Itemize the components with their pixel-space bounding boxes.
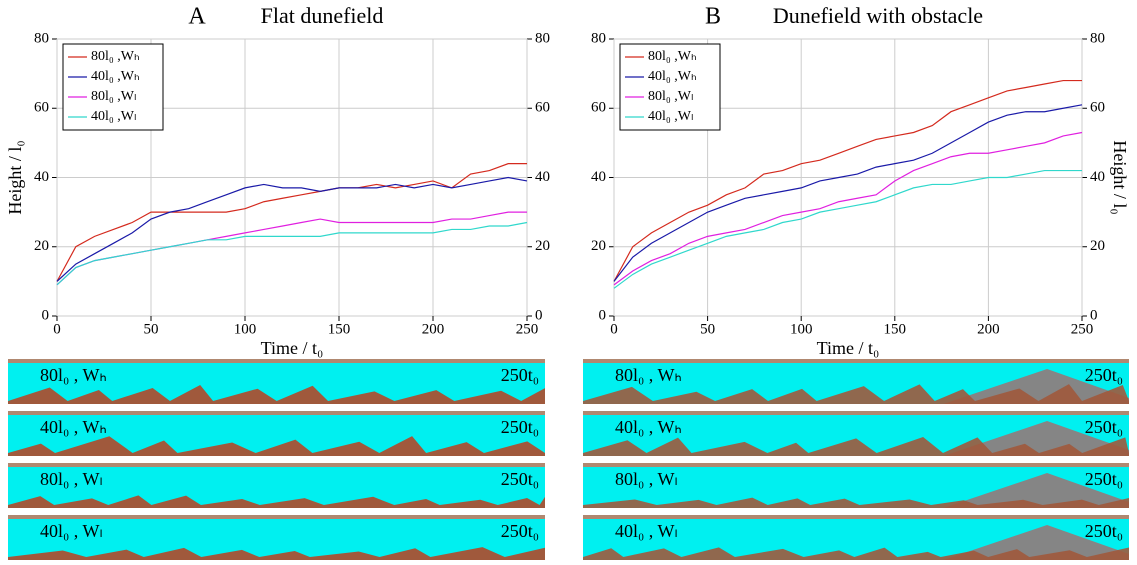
y-tick-label: 0 xyxy=(1090,307,1098,323)
legend-label: 80l₀ ,Wₗ xyxy=(648,89,693,104)
legend-label: 80l₀ ,Wₕ xyxy=(648,49,697,64)
y-tick-label: 60 xyxy=(34,100,49,116)
x-axis-label: Time / t₀ xyxy=(817,338,880,358)
series-line xyxy=(613,169,1082,289)
y-tick-label: 60 xyxy=(591,100,606,116)
legend-label: 40l₀ ,Wₗ xyxy=(648,109,693,124)
series-line xyxy=(613,131,1083,286)
y-tick-label: 40 xyxy=(34,169,49,185)
x-tick-label: 0 xyxy=(610,321,618,337)
dunes xyxy=(583,384,1129,404)
y-tick-label: 80 xyxy=(535,30,550,46)
x-tick-label: 0 xyxy=(53,321,61,337)
x-axis-label: Time / t₀ xyxy=(261,338,324,358)
x-tick-label: 50 xyxy=(700,321,715,337)
x-tick-label: 150 xyxy=(884,321,907,337)
legend-box xyxy=(619,43,721,131)
y-tick-label: 20 xyxy=(34,238,49,254)
x-tick-label: 200 xyxy=(977,321,1000,337)
strip-time: 250t₀ xyxy=(1085,365,1123,385)
x-tick-label: 50 xyxy=(144,321,159,337)
y-tick-label: 60 xyxy=(535,100,550,116)
series-line xyxy=(56,211,527,286)
strip-time: 250t₀ xyxy=(501,417,539,437)
y-tick-label: 40 xyxy=(535,169,550,185)
dunes xyxy=(583,437,1129,456)
series-line xyxy=(613,104,1083,282)
y-tick-label: 20 xyxy=(591,238,606,254)
panel-label: B xyxy=(705,4,721,30)
strip-top xyxy=(583,411,1129,415)
strip-label: 40l₀ , Wₗ xyxy=(615,521,677,541)
y-tick-label: 60 xyxy=(1090,100,1105,116)
x-tick-label: 150 xyxy=(328,321,351,337)
strip-time: 250t₀ xyxy=(1085,521,1123,541)
y-tick-label: 20 xyxy=(535,238,550,254)
y-tick-label: 80 xyxy=(34,30,49,46)
strip-time: 250t₀ xyxy=(501,521,539,541)
legend-label: 80l₀ ,Wₗ xyxy=(91,89,136,104)
x-tick-label: 100 xyxy=(790,321,813,337)
strip-time: 250t₀ xyxy=(501,469,539,489)
strip-time: 250t₀ xyxy=(1085,469,1123,489)
strip-time: 250t₀ xyxy=(501,365,539,385)
strip-time: 250t₀ xyxy=(1085,417,1123,437)
strip-label: 40l₀ , Wₕ xyxy=(40,417,107,437)
y-tick-label: 0 xyxy=(535,307,543,323)
series-line xyxy=(56,221,528,286)
strip-label: 40l₀ , Wₕ xyxy=(615,417,682,437)
x-tick-label: 250 xyxy=(1071,321,1094,337)
legend-label: 40l₀ ,Wₗ xyxy=(91,109,136,124)
series-line xyxy=(56,163,527,282)
strip-top xyxy=(8,515,545,519)
y-tick-label: 40 xyxy=(1090,169,1105,185)
obstacle xyxy=(943,369,1129,404)
legend-label: 80l₀ ,Wₕ xyxy=(91,49,140,64)
series-line xyxy=(56,176,528,282)
x-tick-label: 100 xyxy=(234,321,257,337)
y-tick-label: 0 xyxy=(599,307,607,323)
strip-label: 80l₀ , Wₕ xyxy=(615,365,682,385)
y-axis-label: Height / l₀ xyxy=(5,140,25,214)
obstacle xyxy=(943,525,1129,560)
legend-label: 40l₀ ,Wₕ xyxy=(648,69,697,84)
dunes xyxy=(8,436,545,456)
dunes xyxy=(8,384,545,404)
series-line xyxy=(613,79,1082,282)
strip-label: 80l₀ , Wₗ xyxy=(40,469,102,489)
strip-top xyxy=(8,411,545,415)
strip-top xyxy=(583,359,1129,363)
chart-title: Flat dunefield xyxy=(261,3,384,28)
strip-top xyxy=(8,463,545,467)
strip-top xyxy=(583,515,1129,519)
dunes xyxy=(8,495,545,508)
strip-label: 40l₀ , Wₗ xyxy=(40,521,102,541)
y-tick-label: 20 xyxy=(1090,238,1105,254)
x-tick-label: 250 xyxy=(516,321,539,337)
legend-box xyxy=(62,43,164,131)
panel-label: A xyxy=(188,4,206,30)
obstacle xyxy=(943,473,1129,508)
x-tick-label: 200 xyxy=(422,321,445,337)
dunes xyxy=(8,547,545,560)
strip-top xyxy=(8,359,545,363)
y-tick-label: 0 xyxy=(42,307,50,323)
strip-label: 80l₀ , Wₕ xyxy=(40,365,107,385)
y-axis-label: Height / l₀ xyxy=(1110,140,1130,214)
y-tick-label: 80 xyxy=(591,30,606,46)
legend-label: 40l₀ ,Wₕ xyxy=(91,69,140,84)
dunes xyxy=(583,497,1129,508)
strip-label: 80l₀ , Wₗ xyxy=(615,469,677,489)
y-tick-label: 80 xyxy=(1090,30,1105,46)
obstacle xyxy=(943,421,1129,456)
strip-top xyxy=(583,463,1129,467)
chart-title: Dunefield with obstacle xyxy=(773,3,983,28)
y-tick-label: 40 xyxy=(591,169,606,185)
dunes xyxy=(583,547,1129,560)
